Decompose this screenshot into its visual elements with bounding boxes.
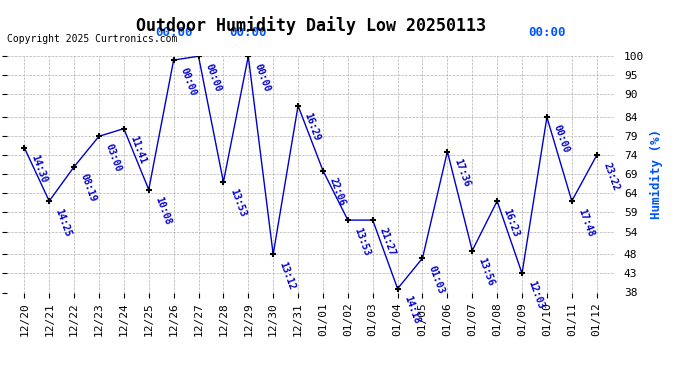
Text: 00:00: 00:00	[528, 26, 566, 39]
Text: 14:25: 14:25	[54, 207, 73, 238]
Text: 00:00: 00:00	[230, 26, 267, 39]
Text: 00:00: 00:00	[253, 62, 273, 93]
Text: 00:00: 00:00	[155, 26, 193, 39]
Text: 00:00: 00:00	[551, 123, 571, 154]
Text: 00:00: 00:00	[203, 62, 222, 93]
Text: 14:18: 14:18	[402, 294, 422, 326]
Text: 13:56: 13:56	[477, 256, 496, 287]
Title: Outdoor Humidity Daily Low 20250113: Outdoor Humidity Daily Low 20250113	[135, 16, 486, 35]
Y-axis label: Humidity (%): Humidity (%)	[649, 129, 662, 219]
Text: 12:03: 12:03	[526, 279, 546, 310]
Text: 17:36: 17:36	[452, 157, 471, 188]
Text: 08:19: 08:19	[79, 172, 98, 204]
Text: 10:08: 10:08	[153, 195, 172, 226]
Text: 13:53: 13:53	[353, 226, 372, 257]
Text: 01:03: 01:03	[427, 264, 446, 295]
Text: Copyright 2025 Curtronics.com: Copyright 2025 Curtronics.com	[7, 34, 177, 44]
Text: 16:29: 16:29	[302, 111, 322, 142]
Text: 13:12: 13:12	[277, 260, 297, 291]
Text: 22:06: 22:06	[328, 176, 347, 207]
Text: 17:48: 17:48	[576, 207, 595, 238]
Text: 11:41: 11:41	[128, 134, 148, 165]
Text: 16:23: 16:23	[502, 207, 521, 238]
Text: 23:22: 23:22	[601, 161, 620, 192]
Text: 14:30: 14:30	[29, 153, 48, 184]
Text: 00:00: 00:00	[178, 66, 197, 97]
Text: 03:00: 03:00	[104, 142, 123, 173]
Text: 21:27: 21:27	[377, 226, 397, 257]
Text: 13:53: 13:53	[228, 188, 247, 219]
